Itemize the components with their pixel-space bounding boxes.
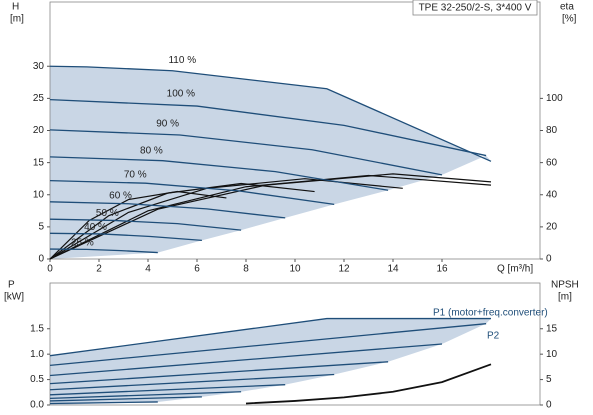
curve-label: 25 % bbox=[71, 238, 94, 249]
title-box bbox=[412, 0, 538, 16]
x-tick-label: 8 bbox=[243, 264, 249, 275]
x-tick-label: 14 bbox=[387, 264, 399, 275]
y2-tick-label: 0 bbox=[546, 254, 552, 265]
curve bbox=[49, 179, 335, 206]
curve-label: 100 % bbox=[167, 88, 195, 99]
curve bbox=[49, 343, 443, 377]
x-tick-label: 6 bbox=[194, 264, 200, 275]
curve-label: 90 % bbox=[156, 118, 179, 129]
eta-curve bbox=[49, 174, 492, 260]
y-tick-label: 0 bbox=[38, 254, 44, 265]
curve bbox=[49, 201, 286, 219]
y-unit: [m] bbox=[10, 14, 24, 25]
chart-title: TPE 32-250/2-S, 3*400 V bbox=[419, 3, 532, 14]
curve bbox=[49, 373, 335, 391]
y-tick-label: 1.5 bbox=[30, 323, 44, 334]
y2-tick-label: 15 bbox=[546, 323, 558, 334]
y-unit: [kW] bbox=[4, 292, 24, 303]
y2-tick-label: 20 bbox=[546, 222, 558, 233]
x-tick-label: 4 bbox=[145, 264, 151, 275]
annotation: P2 bbox=[487, 331, 500, 342]
y2-label: eta bbox=[560, 2, 574, 13]
y-tick-label: 0.5 bbox=[30, 374, 44, 385]
curve bbox=[49, 129, 443, 176]
y2-label: NPSH bbox=[551, 280, 579, 291]
curve bbox=[49, 156, 389, 191]
curve-label: 40 % bbox=[84, 222, 107, 233]
x-tick-label: 12 bbox=[338, 264, 350, 275]
curve-label: 110 % bbox=[168, 55, 196, 66]
curve bbox=[49, 99, 487, 157]
npsh-curve bbox=[245, 363, 492, 405]
curve bbox=[49, 391, 242, 400]
y-tick-label: 0.0 bbox=[30, 400, 44, 411]
x-tick-label: 10 bbox=[289, 264, 301, 275]
curve bbox=[49, 317, 491, 357]
curve bbox=[49, 65, 492, 162]
curve bbox=[49, 248, 158, 254]
curve bbox=[49, 218, 242, 231]
y2-tick-label: 10 bbox=[546, 349, 558, 360]
y-label: P bbox=[8, 280, 15, 291]
annotation: P1 (motor+freq.converter) bbox=[433, 308, 548, 319]
y-tick-label: 1.0 bbox=[30, 349, 44, 360]
x-tick-label: 0 bbox=[47, 264, 53, 275]
curve-label: 50 % bbox=[96, 208, 119, 219]
y-tick-label: 25 bbox=[33, 93, 45, 104]
curve-label: 60 % bbox=[109, 190, 132, 201]
curve-label: 80 % bbox=[140, 145, 163, 156]
y2-tick-label: 100 bbox=[546, 93, 563, 104]
x-tick-label: 2 bbox=[96, 264, 102, 275]
plot-frame bbox=[49, 282, 541, 406]
curve bbox=[49, 384, 286, 396]
y2-tick-label: 0 bbox=[546, 400, 552, 411]
curve bbox=[49, 232, 202, 242]
y-tick-label: 5 bbox=[38, 222, 44, 233]
curve bbox=[49, 396, 202, 402]
y-tick-label: 10 bbox=[33, 189, 45, 200]
curve bbox=[49, 361, 389, 385]
curve bbox=[49, 323, 487, 366]
y-label: H bbox=[12, 2, 19, 13]
y2-unit: [m] bbox=[558, 292, 572, 303]
y-tick-label: 30 bbox=[33, 61, 45, 72]
y2-tick-label: 5 bbox=[546, 374, 552, 385]
x-tick-label: 16 bbox=[436, 264, 448, 275]
y-tick-label: 20 bbox=[33, 125, 45, 136]
y-tick-label: 15 bbox=[33, 157, 45, 168]
operating-range bbox=[50, 66, 491, 259]
curve bbox=[49, 401, 158, 405]
y2-tick-label: 60 bbox=[546, 157, 558, 168]
y2-unit: [%] bbox=[562, 14, 577, 25]
y2-tick-label: 80 bbox=[546, 125, 558, 136]
y2-tick-label: 40 bbox=[546, 189, 558, 200]
curve-label: 70 % bbox=[124, 169, 147, 180]
x-label: Q [m³/h] bbox=[497, 264, 533, 275]
